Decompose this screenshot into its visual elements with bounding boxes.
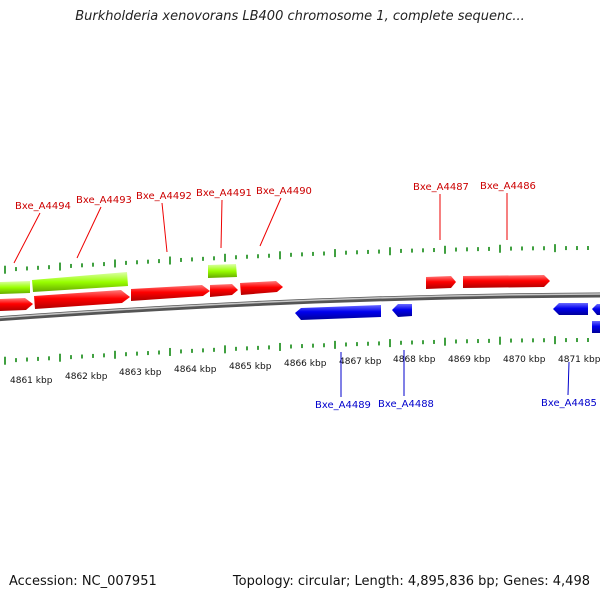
kbp-label: 4865 kbp bbox=[229, 362, 272, 372]
leader-line bbox=[259, 197, 282, 247]
kbp-label: 4864 kbp bbox=[174, 365, 217, 375]
kbp-label: 4866 kbp bbox=[284, 359, 327, 369]
chromosome-backbone-highlight bbox=[0, 293, 600, 319]
gene-arrow-reverse[interactable] bbox=[553, 303, 588, 315]
gene-arrow-reverse[interactable] bbox=[295, 305, 381, 320]
cds-feature[interactable] bbox=[32, 272, 128, 292]
leader-line bbox=[161, 202, 168, 253]
leader-line bbox=[76, 206, 102, 259]
accession-text: Accession: NC_007951 bbox=[9, 574, 157, 589]
leader-line bbox=[220, 199, 223, 249]
gene-label[interactable]: Bxe_A4487 bbox=[413, 182, 469, 193]
gene-arrow-forward[interactable] bbox=[34, 290, 130, 309]
gene-label[interactable]: Bxe_A4493 bbox=[76, 195, 132, 206]
gene-labels-bottom bbox=[340, 350, 570, 397]
gene-label[interactable]: Bxe_A4485 bbox=[541, 398, 597, 409]
kbp-label: 4868 kbp bbox=[393, 355, 436, 365]
gene-label[interactable]: Bxe_A4489 bbox=[315, 400, 371, 411]
kbp-label: 4861 kbp bbox=[10, 376, 53, 386]
gene-arrow-reverse[interactable] bbox=[592, 304, 600, 315]
kbp-label: 4870 kbp bbox=[503, 355, 546, 365]
kbp-label: 4867 kbp bbox=[339, 357, 382, 367]
gene-label[interactable]: Bxe_A4491 bbox=[196, 188, 252, 199]
kbp-label: 4869 kbp bbox=[448, 355, 491, 365]
gene-arrow-forward[interactable] bbox=[131, 285, 210, 301]
gene-label[interactable]: Bxe_A4486 bbox=[480, 181, 536, 192]
gene-arrow-reverse[interactable] bbox=[592, 321, 600, 333]
gene-label[interactable]: Bxe_A4492 bbox=[136, 191, 192, 202]
gene-arrow-forward[interactable] bbox=[463, 275, 550, 288]
genome-summary-text: Topology: circular; Length: 4,895,836 bp… bbox=[232, 574, 590, 589]
cds-feature[interactable] bbox=[0, 281, 30, 294]
gene-label[interactable]: Bxe_A4494 bbox=[15, 201, 71, 212]
map-title: Burkholderia xenovorans LB400 chromosome… bbox=[75, 9, 525, 24]
gene-arrow-forward[interactable] bbox=[210, 284, 238, 297]
cds-feature[interactable] bbox=[208, 264, 237, 278]
gene-arrow-forward[interactable] bbox=[426, 276, 456, 289]
kbp-label: 4863 kbp bbox=[119, 368, 162, 378]
kbp-label: 4862 kbp bbox=[65, 372, 108, 382]
reverse-tick-row bbox=[4, 336, 589, 365]
gene-label[interactable]: Bxe_A4488 bbox=[378, 399, 434, 410]
gene-arrow-reverse[interactable] bbox=[392, 304, 412, 317]
kbp-label: 4871 kbp bbox=[558, 355, 600, 365]
gene-labels-top bbox=[13, 193, 508, 264]
leader-line bbox=[567, 361, 570, 396]
forward-tick-row bbox=[4, 244, 589, 274]
leader-line bbox=[13, 212, 41, 264]
gene-label[interactable]: Bxe_A4490 bbox=[256, 186, 312, 197]
gene-arrow-forward[interactable] bbox=[240, 281, 283, 295]
gene-arrow-forward[interactable] bbox=[0, 298, 33, 311]
chromosome-backbone bbox=[0, 292, 600, 322]
